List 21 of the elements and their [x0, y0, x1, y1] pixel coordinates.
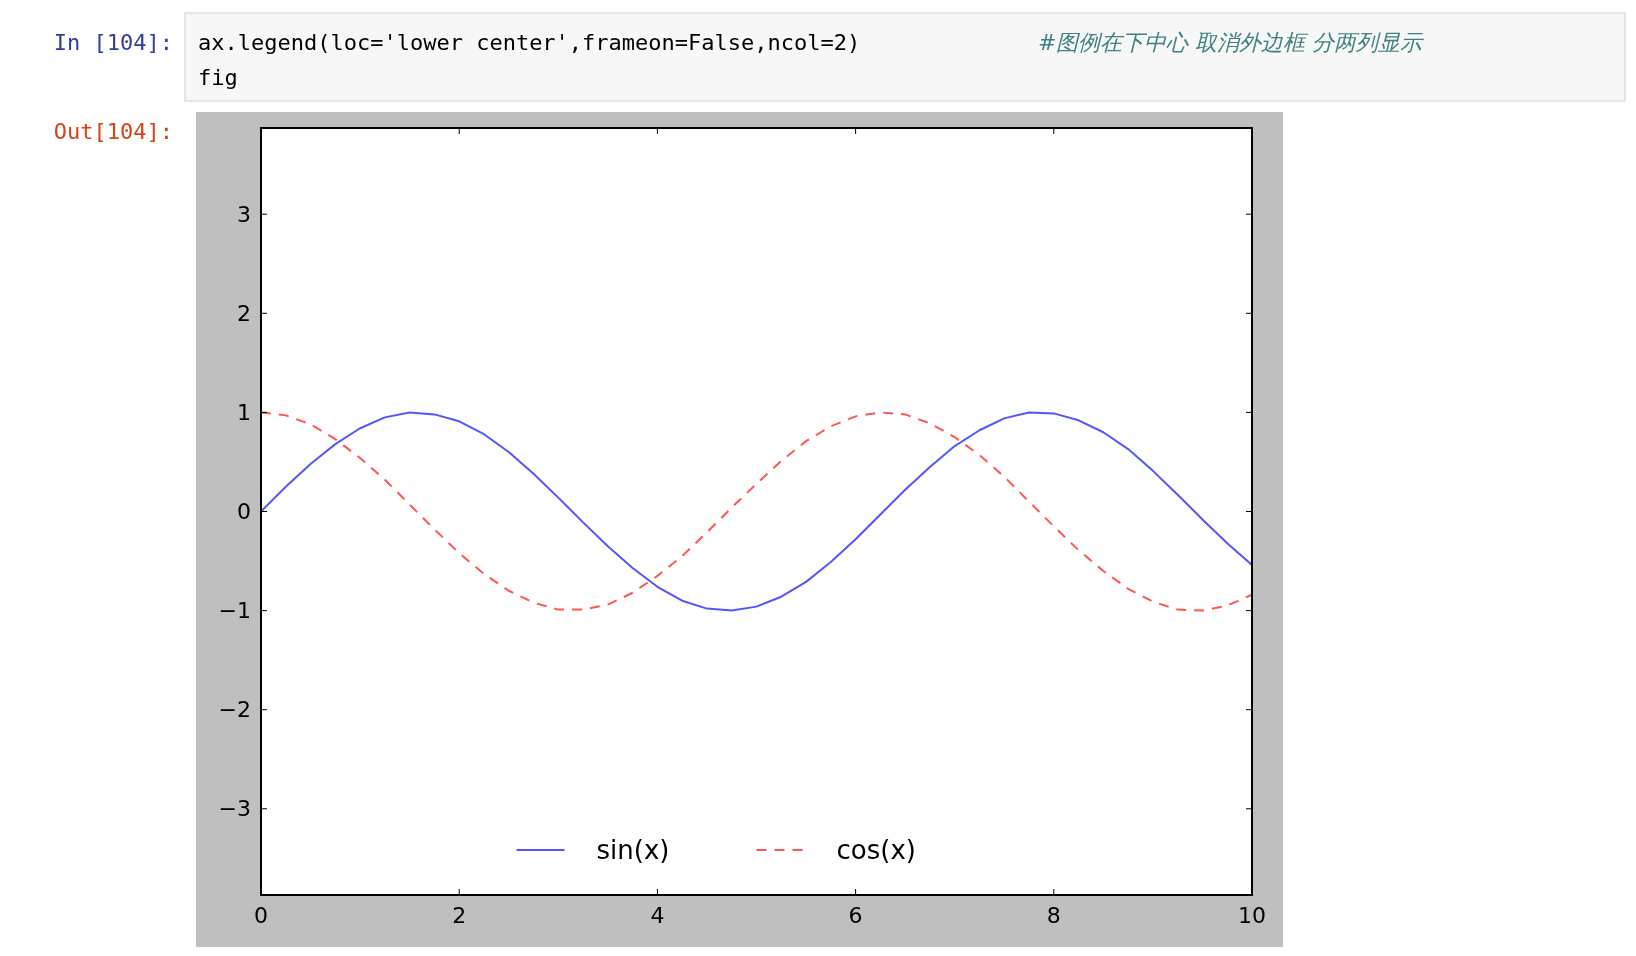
y-tick-label: 3 — [237, 201, 251, 227]
x-tick-label: 8 — [1046, 903, 1061, 928]
y-tick-label: −1 — [218, 598, 251, 624]
text: In [104]: — [53, 30, 173, 55]
text: ax.legend(loc='lower center',frameon=False,ncol=2) — [198, 30, 861, 55]
y-tick-label: 1 — [237, 400, 251, 426]
x-tick-label: 0 — [254, 903, 268, 928]
text: Out[104]: — [53, 119, 173, 144]
x-tick-label: 6 — [848, 903, 863, 928]
x-tick-label: 10 — [1238, 903, 1266, 928]
y-tick-label: 2 — [237, 301, 251, 327]
text: fig — [198, 65, 238, 90]
x-tick-label: 4 — [650, 903, 665, 928]
y-tick-label: −2 — [218, 697, 251, 723]
legend-label: sin(x) — [596, 835, 670, 866]
y-tick-label: −3 — [218, 796, 251, 822]
line-series — [260, 411, 1253, 612]
y-tick-label: 0 — [237, 499, 251, 525]
legend-label: cos(x) — [836, 835, 916, 866]
x-tick-label: 2 — [452, 903, 467, 928]
text: #图例在下中心 取消外边框 分两列显示 — [1038, 30, 1425, 55]
